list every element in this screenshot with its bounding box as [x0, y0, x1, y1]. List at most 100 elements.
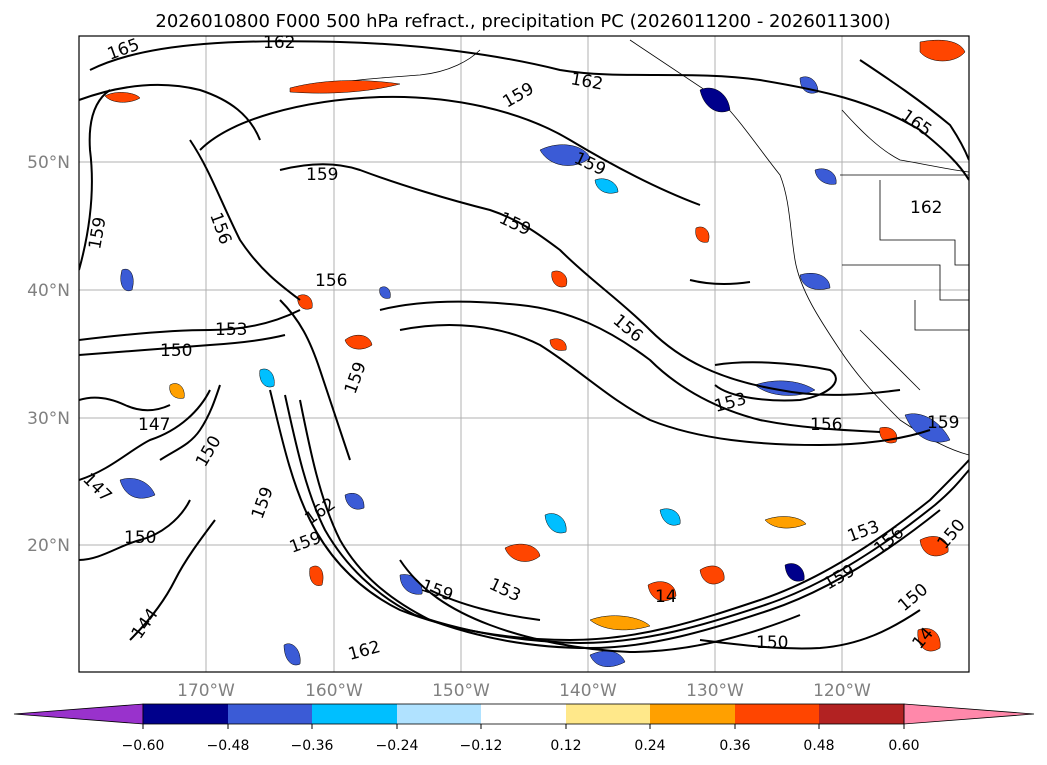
colorbar-tick-label: −0.12: [460, 738, 503, 754]
contour-jet-1: [269, 389, 969, 642]
border-bc: [841, 109, 969, 173]
colorbar-frame: [142, 703, 905, 725]
precip-blob: [919, 39, 966, 62]
contour-label: 162: [910, 198, 942, 218]
precip-blob: [589, 650, 626, 667]
contour-153-loop: [714, 361, 837, 402]
colorbar-tick-label: 0.12: [550, 738, 581, 754]
colorbar-tick-label: 0.36: [719, 738, 750, 754]
contour-label: 150: [160, 341, 192, 361]
precip-blob: [283, 643, 301, 666]
lat-label: 20°N: [27, 536, 70, 556]
refractivity-contours: [79, 40, 969, 654]
contour-label: 150: [756, 633, 788, 653]
precip-blob: [647, 581, 677, 602]
contour-150-c: [159, 384, 221, 461]
precip-blob: [504, 543, 541, 562]
precip-blob: [259, 368, 275, 388]
contour-156-w: [189, 139, 301, 301]
lat-label: 50°N: [27, 153, 70, 173]
precip-blob: [589, 615, 651, 631]
colorbar-segment: [143, 704, 228, 724]
lon-label: 150°W: [432, 681, 490, 701]
lon-label: 140°W: [559, 681, 617, 701]
precip-blob: [904, 413, 951, 443]
colorbar-tick-label: −0.24: [376, 738, 419, 754]
precip-blob: [699, 87, 731, 113]
colorbar-tick-label: −0.60: [122, 738, 165, 754]
precip-blob: [119, 478, 156, 499]
contour-153-mid: [379, 300, 881, 433]
lon-label: 120°W: [813, 681, 871, 701]
colorbar-segment: [819, 704, 904, 724]
precip-blob: [917, 628, 941, 652]
colorbar-tick-label: 0.48: [803, 738, 834, 754]
contour-159-c: [279, 299, 351, 461]
precip-blob: [344, 492, 365, 510]
contour-153-b: [399, 324, 931, 447]
precip-positive: [104, 39, 966, 652]
colorbar: −0.60 −0.48 −0.36 −0.24 −0.12 0.12 0.24 …: [13, 703, 1035, 754]
lat-label: 30°N: [27, 409, 70, 429]
precip-blob: [764, 516, 807, 529]
contour-label: 159: [927, 413, 959, 433]
map-frame: [78, 35, 970, 673]
colorbar-segment: [397, 704, 481, 724]
precip-blob: [169, 383, 185, 399]
precip-blob: [289, 80, 401, 94]
precip-blob: [551, 270, 568, 288]
border-states-3: [914, 300, 969, 331]
lon-label: 160°W: [305, 681, 363, 701]
colorbar-extend-high: [903, 703, 1035, 725]
colorbar-ticks: [142, 724, 905, 729]
precip-blob: [549, 338, 567, 351]
precip-blob: [544, 513, 567, 534]
contour-150-s: [699, 609, 921, 650]
colorbar-segment: [312, 704, 397, 724]
colorbar-tick-label: −0.48: [207, 738, 250, 754]
precip-blob: [539, 144, 591, 166]
colorbar-extend-low: [13, 703, 144, 725]
contour-147: [79, 389, 211, 481]
border-states-1: [879, 180, 969, 266]
precip-blob: [379, 286, 391, 299]
contour-label: 156: [810, 415, 842, 435]
border-states-2: [842, 264, 969, 301]
contour-165-ne: [859, 59, 969, 161]
colorbar-segment: [481, 704, 566, 724]
precip-blob: [799, 272, 831, 290]
contour-label: 159: [306, 165, 338, 185]
contour-150-sw: [79, 499, 191, 561]
contour-label: 156: [315, 271, 347, 291]
precip-blob: [659, 508, 681, 526]
border-mexico: [859, 329, 921, 391]
contour-159: [199, 95, 701, 206]
lon-label: 170°W: [177, 681, 235, 701]
contour-144: [129, 519, 216, 641]
precip-blob: [695, 226, 710, 243]
contour-jet-2: [284, 394, 969, 645]
contour-165: [79, 83, 261, 141]
contour-label: 150: [124, 528, 156, 548]
colorbar-segment: [228, 704, 312, 724]
colorbar-tick-label: 0.24: [634, 738, 665, 754]
contour-small-1: [689, 279, 751, 286]
colorbar-tick-label: −0.36: [291, 738, 334, 754]
colorbar-tick-labels: −0.60 −0.48 −0.36 −0.24 −0.12 0.12 0.24 …: [122, 738, 920, 754]
precip-blob: [297, 294, 313, 310]
precip-blob: [784, 563, 805, 582]
colorbar-segment: [650, 704, 735, 724]
precip-blob: [919, 536, 949, 557]
contour-jet-3: [299, 399, 941, 650]
contour-147-w: [79, 396, 171, 412]
contour-jet-4: [399, 559, 801, 654]
map-background: [79, 36, 969, 672]
contour-159-s: [429, 589, 541, 621]
contour-162: [89, 40, 969, 181]
lon-label: 130°W: [686, 681, 744, 701]
precip-blob: [120, 268, 134, 292]
contour-label: 162: [263, 33, 295, 53]
colorbar-tick-label: 0.60: [888, 738, 919, 754]
contour-150: [79, 334, 286, 356]
